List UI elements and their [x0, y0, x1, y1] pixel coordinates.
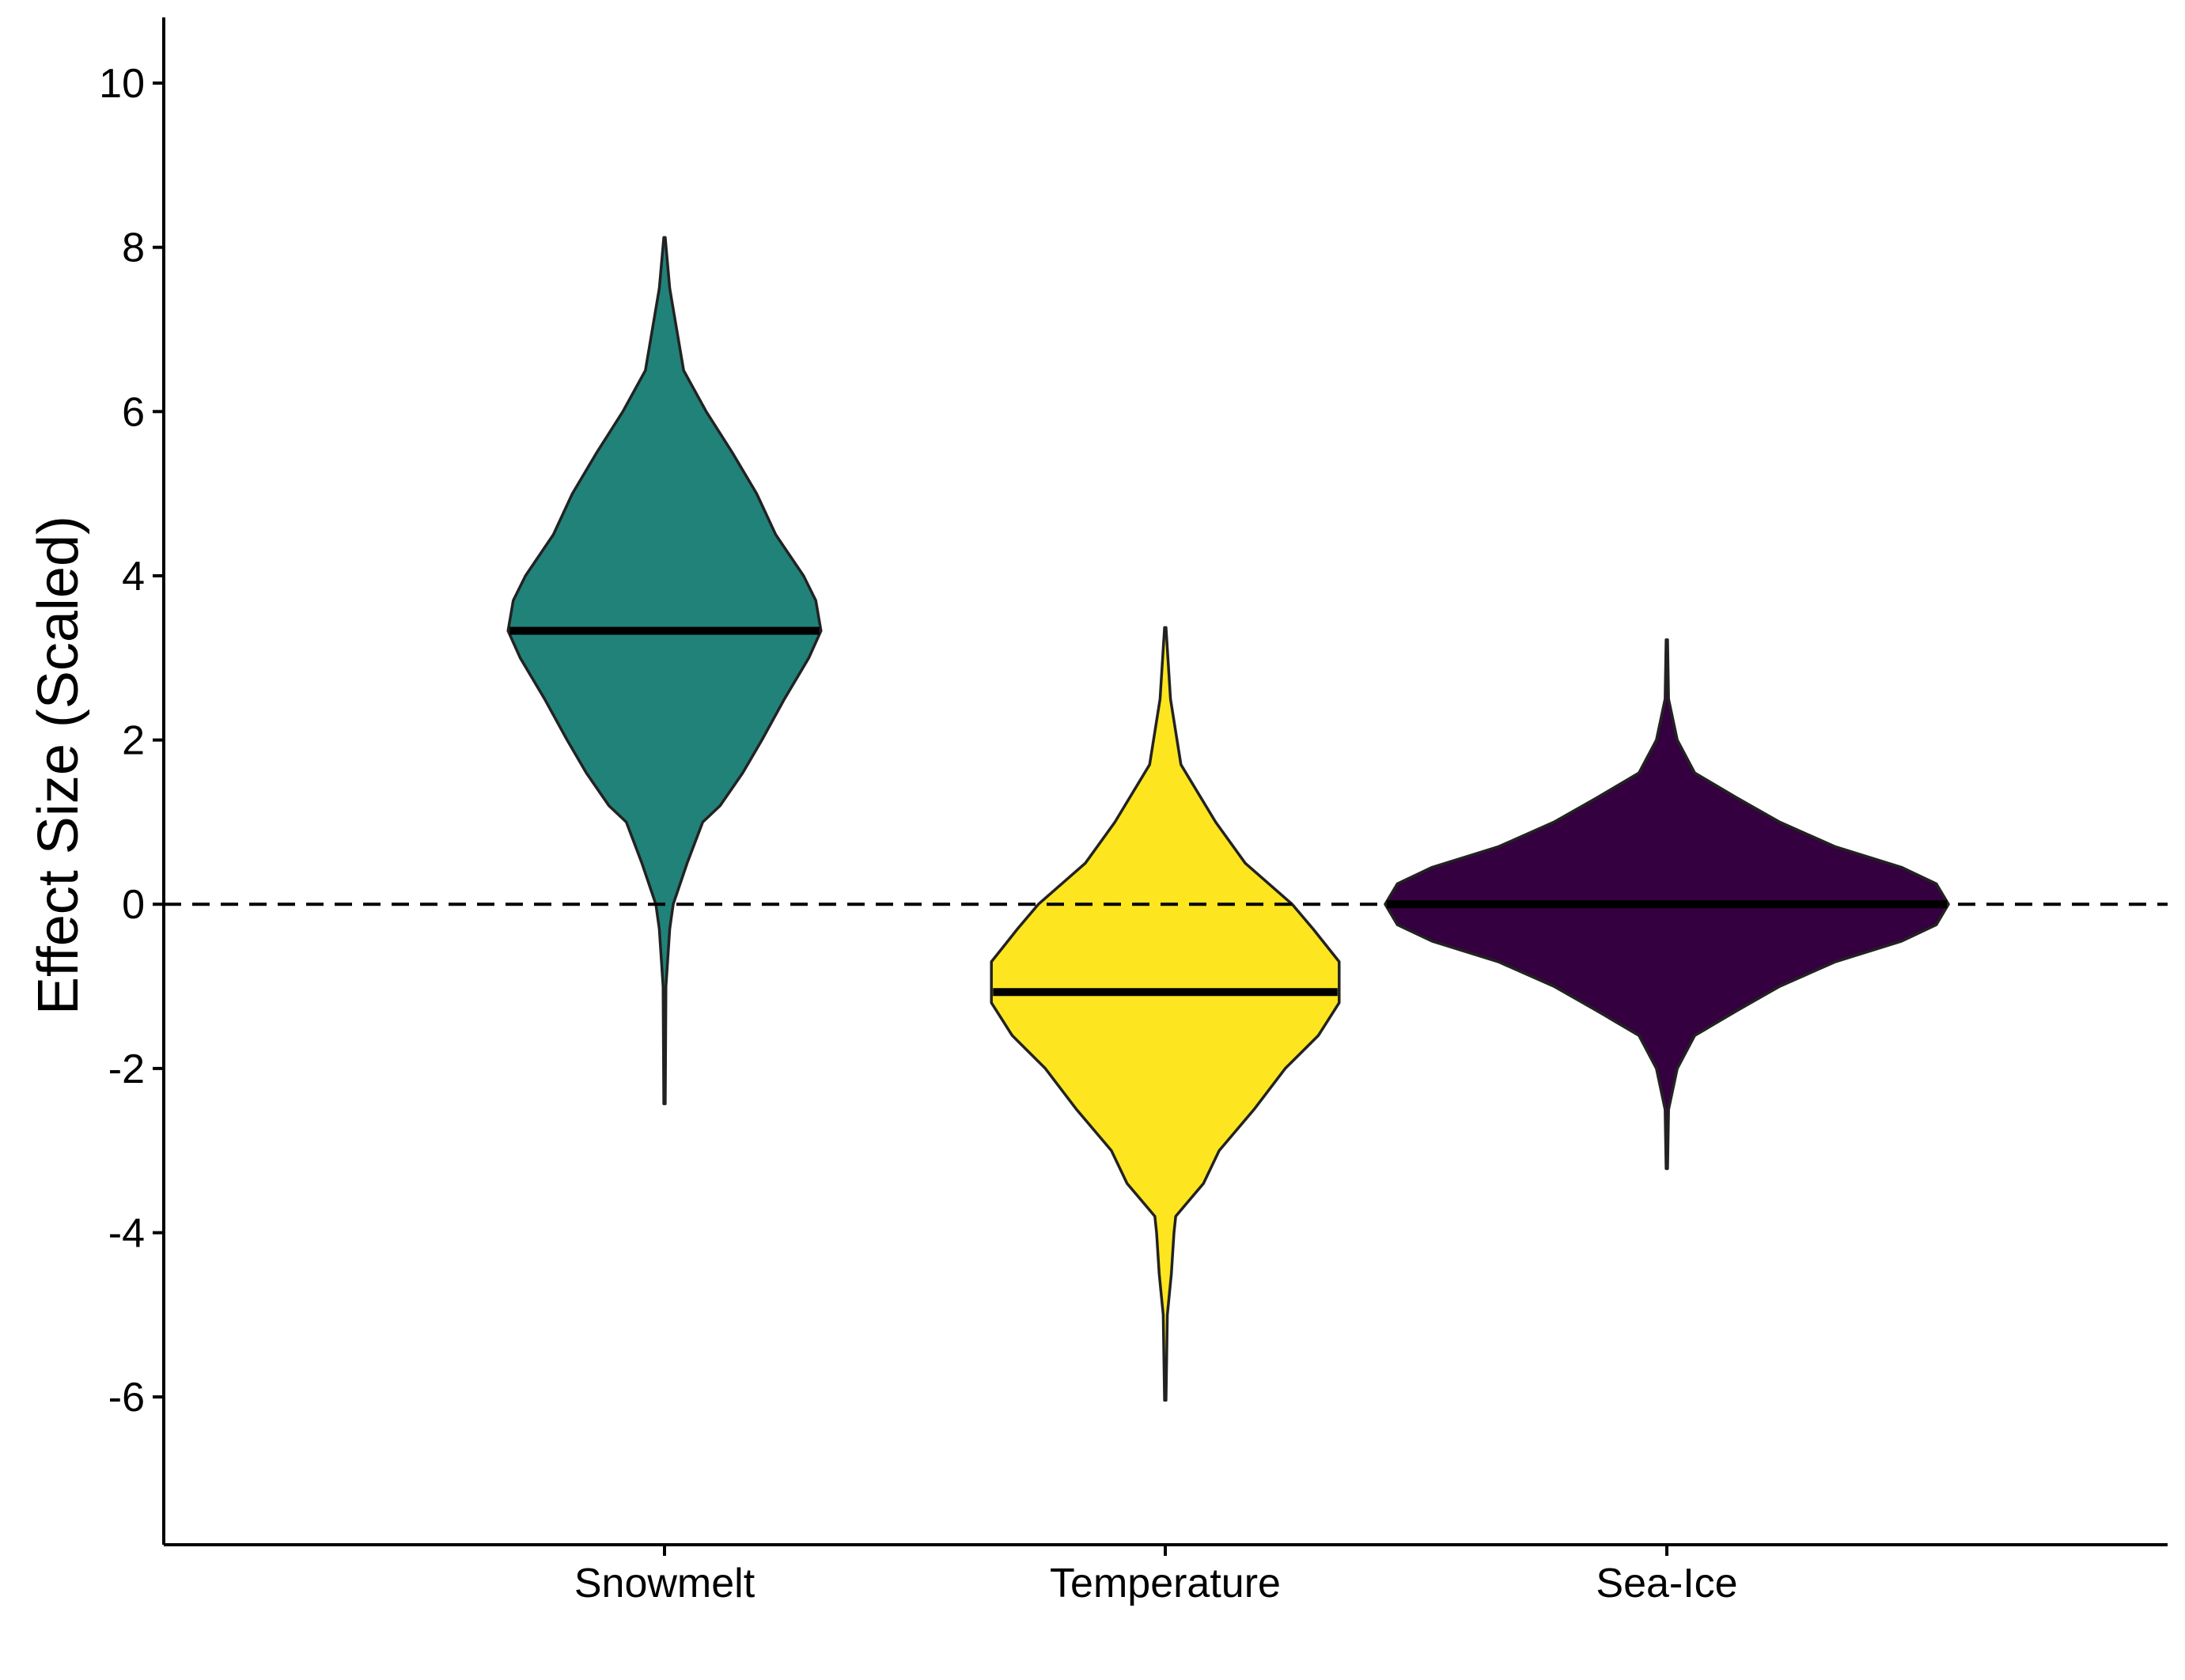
medians-layer	[509, 626, 1947, 997]
y-axis-title: Effect Size (Scaled)	[27, 516, 90, 1015]
violin-snowmelt	[506, 236, 823, 1106]
y-tick-label: 0	[122, 882, 145, 928]
y-tick-label: -4	[108, 1210, 145, 1256]
y-tick-label: 8	[122, 225, 145, 271]
y-tick-label: 2	[122, 718, 145, 764]
violin-temperature	[990, 626, 1341, 1402]
x-tick-label-snowmelt: Snowmelt	[574, 1561, 755, 1606]
x-axis: Snowmelt Temperature Sea-Ice	[164, 1543, 2168, 1606]
y-tick-label: -2	[108, 1046, 145, 1092]
y-tick-label: 10	[99, 61, 145, 107]
y-tick-label: 4	[122, 554, 145, 600]
x-tick-label-temperature: Temperature	[1050, 1561, 1281, 1606]
x-tick-label-sea-ice: Sea-Ice	[1596, 1561, 1737, 1606]
violins-layer	[506, 236, 1950, 1402]
y-tick-label: 6	[122, 389, 145, 435]
y-tick-label: -6	[108, 1375, 145, 1421]
y-axis: -6 -4 -2 0 2 4 6 8 10	[99, 17, 165, 1545]
